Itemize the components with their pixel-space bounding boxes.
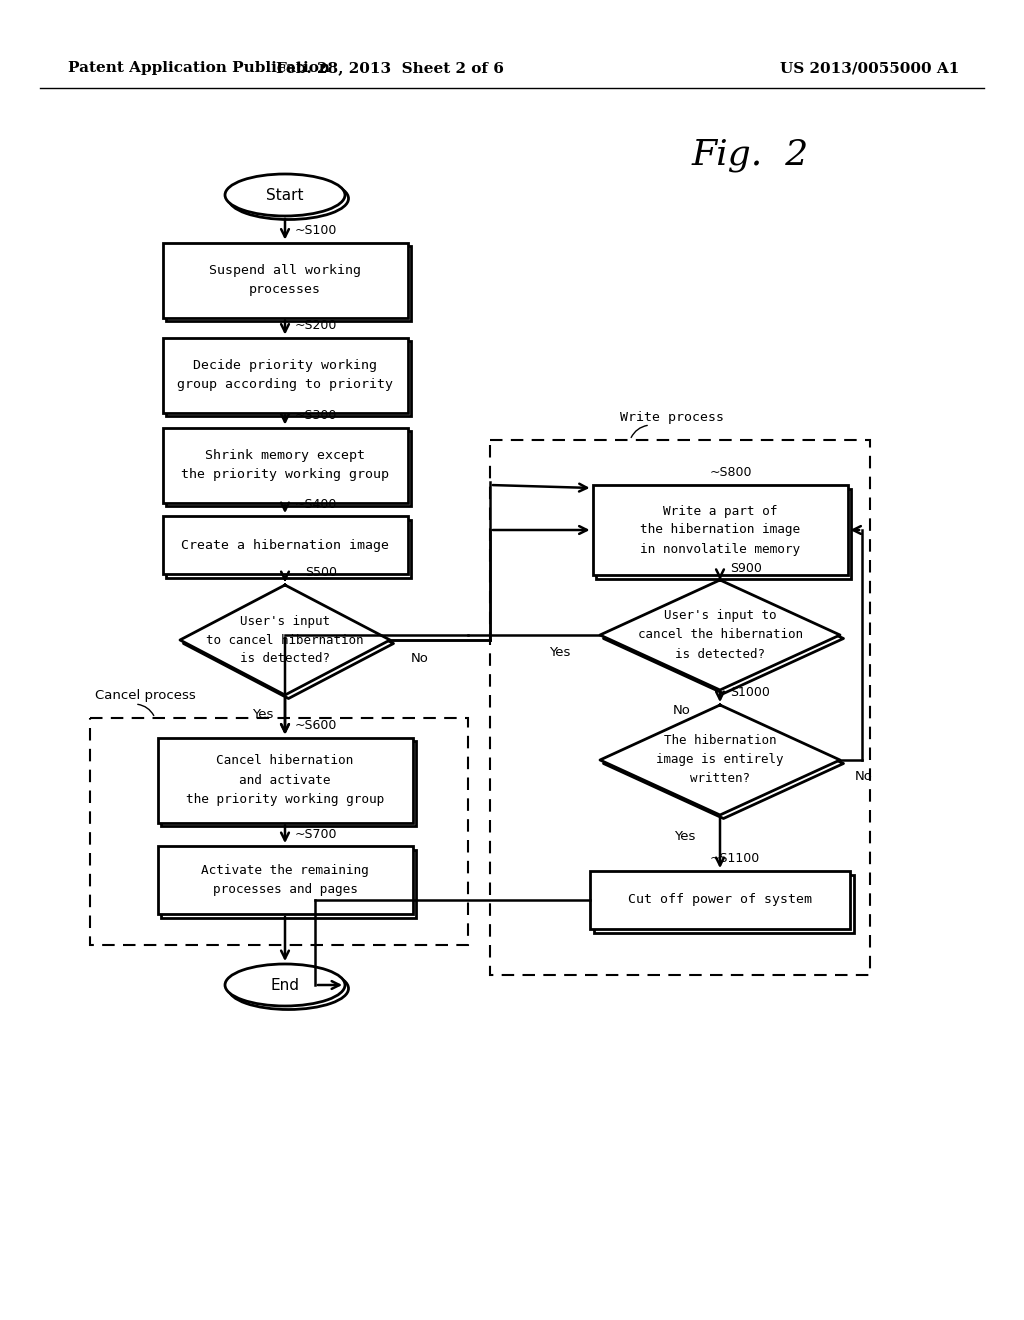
Text: Shrink memory except
the priority working group: Shrink memory except the priority workin… (181, 449, 389, 480)
Text: Write a part of
the hibernation image
in nonvolatile memory: Write a part of the hibernation image in… (640, 504, 800, 556)
Text: Yes: Yes (549, 647, 570, 660)
Text: ~S600: ~S600 (295, 719, 337, 733)
Bar (166, 520, 411, 578)
Text: Yes: Yes (252, 709, 273, 722)
Text: ~S300: ~S300 (295, 409, 337, 422)
Text: ~S100: ~S100 (295, 224, 337, 238)
Text: ~S1100: ~S1100 (710, 853, 760, 866)
Text: Cancel process: Cancel process (95, 689, 196, 702)
Text: No: No (855, 770, 872, 783)
Text: ~S400: ~S400 (295, 498, 337, 511)
Ellipse shape (225, 964, 345, 1006)
Text: US 2013/0055000 A1: US 2013/0055000 A1 (780, 61, 959, 75)
Text: No: No (411, 652, 429, 664)
Text: Patent Application Publication: Patent Application Publication (68, 61, 330, 75)
Bar (596, 488, 851, 578)
Bar (594, 874, 853, 932)
Bar (90, 718, 468, 945)
Bar (166, 341, 411, 416)
Text: S1000: S1000 (730, 686, 770, 700)
Text: Fig.  2: Fig. 2 (691, 139, 809, 172)
Bar (161, 741, 416, 826)
Ellipse shape (225, 174, 345, 216)
Text: ~S800: ~S800 (710, 466, 753, 479)
Text: The hibernation
image is entirely
written?: The hibernation image is entirely writte… (656, 734, 783, 785)
Bar (593, 484, 848, 576)
Text: S900: S900 (730, 561, 762, 574)
Bar (166, 246, 411, 321)
Text: ~S200: ~S200 (295, 319, 337, 333)
Polygon shape (180, 585, 390, 696)
Polygon shape (600, 705, 840, 814)
Text: Yes: Yes (675, 830, 695, 843)
Text: End: End (270, 978, 299, 993)
Text: Cancel hibernation
and activate
the priority working group: Cancel hibernation and activate the prio… (186, 755, 384, 805)
Bar (163, 428, 408, 503)
Text: Feb. 28, 2013  Sheet 2 of 6: Feb. 28, 2013 Sheet 2 of 6 (276, 61, 504, 75)
Text: Start: Start (266, 187, 304, 202)
Text: Activate the remaining
processes and pages: Activate the remaining processes and pag… (201, 865, 369, 896)
Text: ~S700: ~S700 (295, 828, 338, 841)
Text: S500: S500 (305, 566, 337, 579)
Bar (590, 871, 850, 929)
Bar (163, 516, 408, 574)
Polygon shape (600, 579, 840, 690)
Bar (166, 432, 411, 506)
Text: Decide priority working
group according to priority: Decide priority working group according … (177, 359, 393, 391)
Bar (161, 850, 416, 917)
Bar (158, 846, 413, 913)
Bar (163, 243, 408, 318)
Text: Cut off power of system: Cut off power of system (628, 894, 812, 907)
Text: User's input to
cancel the hibernation
is detected?: User's input to cancel the hibernation i… (638, 610, 803, 660)
Text: Write process: Write process (620, 412, 724, 425)
Text: Suspend all working
processes: Suspend all working processes (209, 264, 361, 296)
Text: User's input
to cancel hibernation
is detected?: User's input to cancel hibernation is de… (206, 615, 364, 665)
Bar (158, 738, 413, 822)
Bar (490, 440, 870, 975)
Bar (163, 338, 408, 412)
Text: Create a hibernation image: Create a hibernation image (181, 539, 389, 552)
Text: No: No (673, 704, 691, 717)
